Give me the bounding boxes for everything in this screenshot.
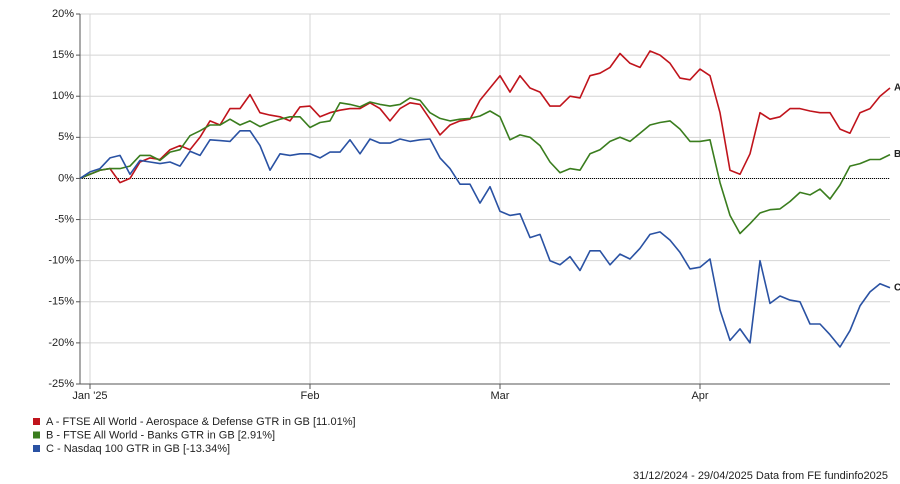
series-line (79, 97, 891, 235)
y-tick-label: -20% (48, 337, 74, 349)
y-tick-label: -15% (48, 296, 74, 308)
end-label: A (894, 83, 900, 94)
legend-swatch (33, 418, 40, 425)
series-line (79, 50, 891, 184)
legend-label: C - Nasdaq 100 GTR in GB [-13.34%] (46, 443, 230, 455)
x-tick-label: Jan '25 (72, 390, 107, 402)
y-tick-label: 10% (52, 90, 74, 102)
legend-label: A - FTSE All World - Aerospace & Defense… (46, 416, 356, 428)
x-tick-label: Apr (691, 390, 708, 402)
y-tick-label: -10% (48, 255, 74, 267)
legend-swatch (33, 445, 40, 452)
x-tick-label: Mar (491, 390, 510, 402)
x-tick-label: Feb (301, 390, 320, 402)
y-tick-label: 0% (58, 172, 74, 184)
source-note: 31/12/2024 - 29/04/2025 Data from FE fun… (633, 470, 888, 482)
y-tick-label: -5% (54, 213, 74, 225)
series-line (79, 130, 891, 348)
y-tick-label: 5% (58, 131, 74, 143)
end-label: C (894, 282, 900, 293)
y-tick-label: 20% (52, 8, 74, 20)
legend-label: B - FTSE All World - Banks GTR in GB [2.… (46, 429, 275, 441)
legend-swatch (33, 431, 40, 439)
y-tick-label: -25% (48, 378, 74, 390)
y-tick-label: 15% (52, 49, 74, 61)
end-label: B (894, 149, 900, 160)
